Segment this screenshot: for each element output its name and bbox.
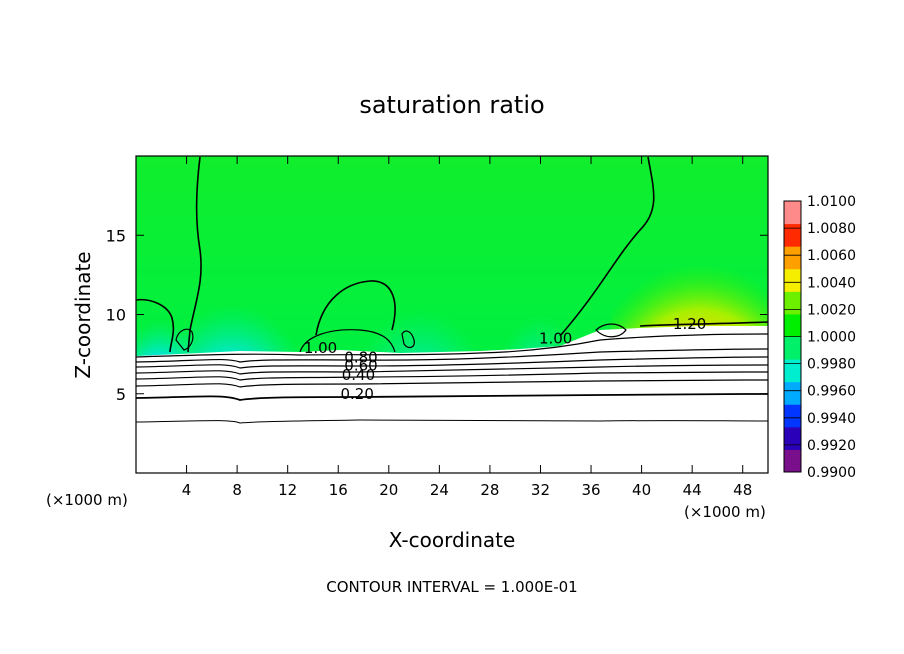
contour-label: 0.40: [342, 366, 375, 384]
colorbar-swatch: [784, 449, 801, 473]
x-tick-label: 36: [581, 481, 600, 499]
contour-line: [401, 330, 415, 349]
y-tick-label: 15: [106, 226, 126, 245]
contour-line: [595, 323, 627, 338]
y-axis: 5 10 15: [106, 226, 768, 404]
x-axis-label: X-coordinate: [389, 528, 516, 552]
colorbar: 1.0100 1.0080 1.0060 1.0040 1.0020 1.0000 0.99…: [783, 194, 856, 481]
contour-labels: 1.20 1.00 1.00 0.800.600.400.20: [304, 315, 706, 403]
contour-line: [175, 328, 194, 351]
colorbar-swatch: [784, 268, 801, 292]
x-tick-label: 48: [733, 481, 752, 499]
x-tick-label: 40: [632, 481, 651, 499]
x-unit-right: (×1000 m): [684, 503, 766, 521]
colorbar-swatch: [784, 381, 801, 405]
colorbar-label: 0.9920: [807, 438, 856, 454]
x-tick-label: 32: [531, 481, 550, 499]
colorbar-label: 1.0020: [807, 302, 856, 318]
contour-label: 0.80: [344, 348, 377, 366]
colorbar-label: 1.0000: [807, 330, 856, 346]
contour-line: [136, 379, 768, 388]
x-unit-left: (×1000 m): [46, 491, 128, 509]
y-tick-label: 5: [116, 385, 126, 404]
y-tick-label: 10: [106, 306, 126, 325]
colorbar-label: 1.0080: [807, 221, 856, 237]
x-tick-label: 28: [480, 481, 499, 499]
contour-label: 0.20: [340, 385, 373, 403]
colorbar-label: 1.0060: [807, 248, 856, 264]
plot-area: [136, 156, 768, 473]
x-tick-label: 8: [232, 481, 242, 499]
colorbar-swatch: [784, 246, 801, 270]
chart-title: saturation ratio: [359, 91, 544, 119]
x-tick-label: 44: [683, 481, 702, 499]
below-range-region: [136, 326, 768, 473]
contour-line: [315, 280, 396, 336]
colorbar-label: 0.9900: [807, 465, 856, 481]
contour-line: [136, 356, 768, 369]
colorbar-label: 1.0040: [807, 275, 856, 291]
colorbar-swatch: [784, 291, 801, 315]
colorbar-label: 0.9960: [807, 384, 856, 400]
colorbar-swatch: [784, 313, 801, 337]
contour-line: [559, 156, 655, 337]
colorbar-swatch: [784, 223, 801, 247]
contour-line: [136, 348, 768, 363]
colorbar-label: 1.0100: [807, 194, 856, 210]
y-axis-label: Z-coordinate: [71, 251, 95, 378]
contour-line: [136, 298, 175, 353]
contour-line: [136, 371, 768, 381]
contour-line: [187, 156, 202, 353]
colorbar-label: 0.9940: [807, 411, 856, 427]
contour-line: [639, 321, 768, 327]
colorbar-swatch: [784, 404, 801, 428]
x-tick-label: 20: [379, 481, 398, 499]
x-tick-label: 16: [329, 481, 348, 499]
contour-label: 1.20: [673, 315, 706, 333]
x-axis: 4 8 12 16 20 24 28 32 36 40 44 48: [182, 156, 752, 499]
colorbar-swatch: [784, 336, 801, 360]
colorbar-label: 0.9980: [807, 357, 856, 373]
contour-interval-note: CONTOUR INTERVAL = 1.000E-01: [326, 578, 577, 596]
colorbar-swatch: [784, 426, 801, 450]
contour-line: [136, 333, 768, 358]
x-tick-label: 24: [430, 481, 449, 499]
contour-label: 1.00: [539, 329, 572, 347]
contour-line: [299, 329, 396, 353]
colorbar-swatch: [784, 201, 801, 225]
contour-line: [136, 419, 768, 424]
x-tick-label: 12: [278, 481, 297, 499]
x-tick-label: 4: [182, 481, 192, 499]
contour-line: [136, 393, 768, 401]
contour-label: 1.00: [304, 339, 337, 357]
contour-lines: [136, 156, 768, 424]
contour-label: 0.60: [344, 356, 377, 374]
contour-line: [136, 364, 768, 375]
colorbar-swatch: [784, 359, 801, 383]
